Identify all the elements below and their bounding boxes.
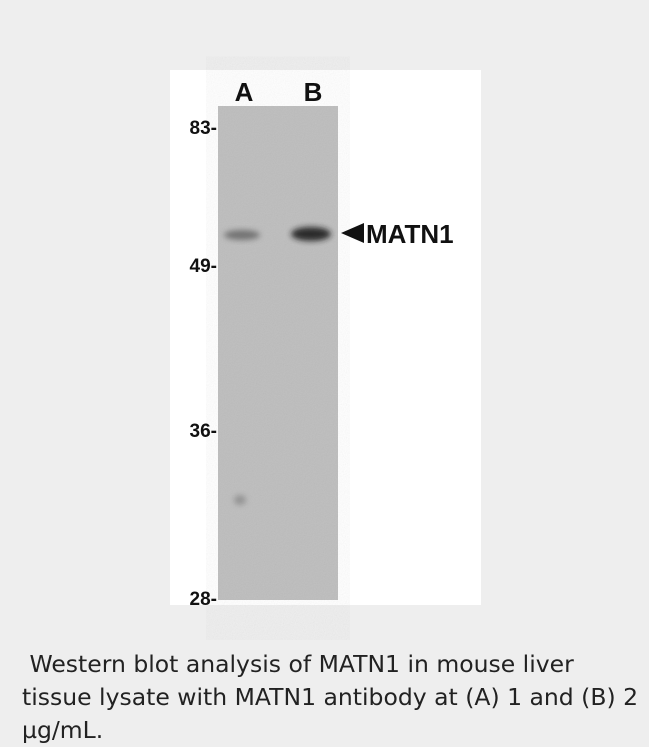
band-a bbox=[224, 230, 260, 240]
caption: Western blot analysis of MATN1 in mouse … bbox=[22, 648, 642, 747]
marker-label: 28- bbox=[190, 589, 217, 610]
marker-label: 49- bbox=[190, 256, 217, 277]
lane-label: A bbox=[235, 77, 254, 107]
spot bbox=[234, 495, 246, 505]
band-label: MATN1 bbox=[366, 219, 454, 249]
marker-label: 83- bbox=[190, 118, 217, 139]
marker-label: 36- bbox=[190, 421, 217, 442]
blot-figure: A B 83- 49- 36- 28- MATN1 bbox=[0, 0, 649, 640]
lane-label: B bbox=[304, 77, 323, 107]
band-b bbox=[291, 227, 331, 241]
gel-texture bbox=[218, 106, 338, 600]
page: A B 83- 49- 36- 28- MATN1 Western blot a… bbox=[0, 0, 649, 736]
